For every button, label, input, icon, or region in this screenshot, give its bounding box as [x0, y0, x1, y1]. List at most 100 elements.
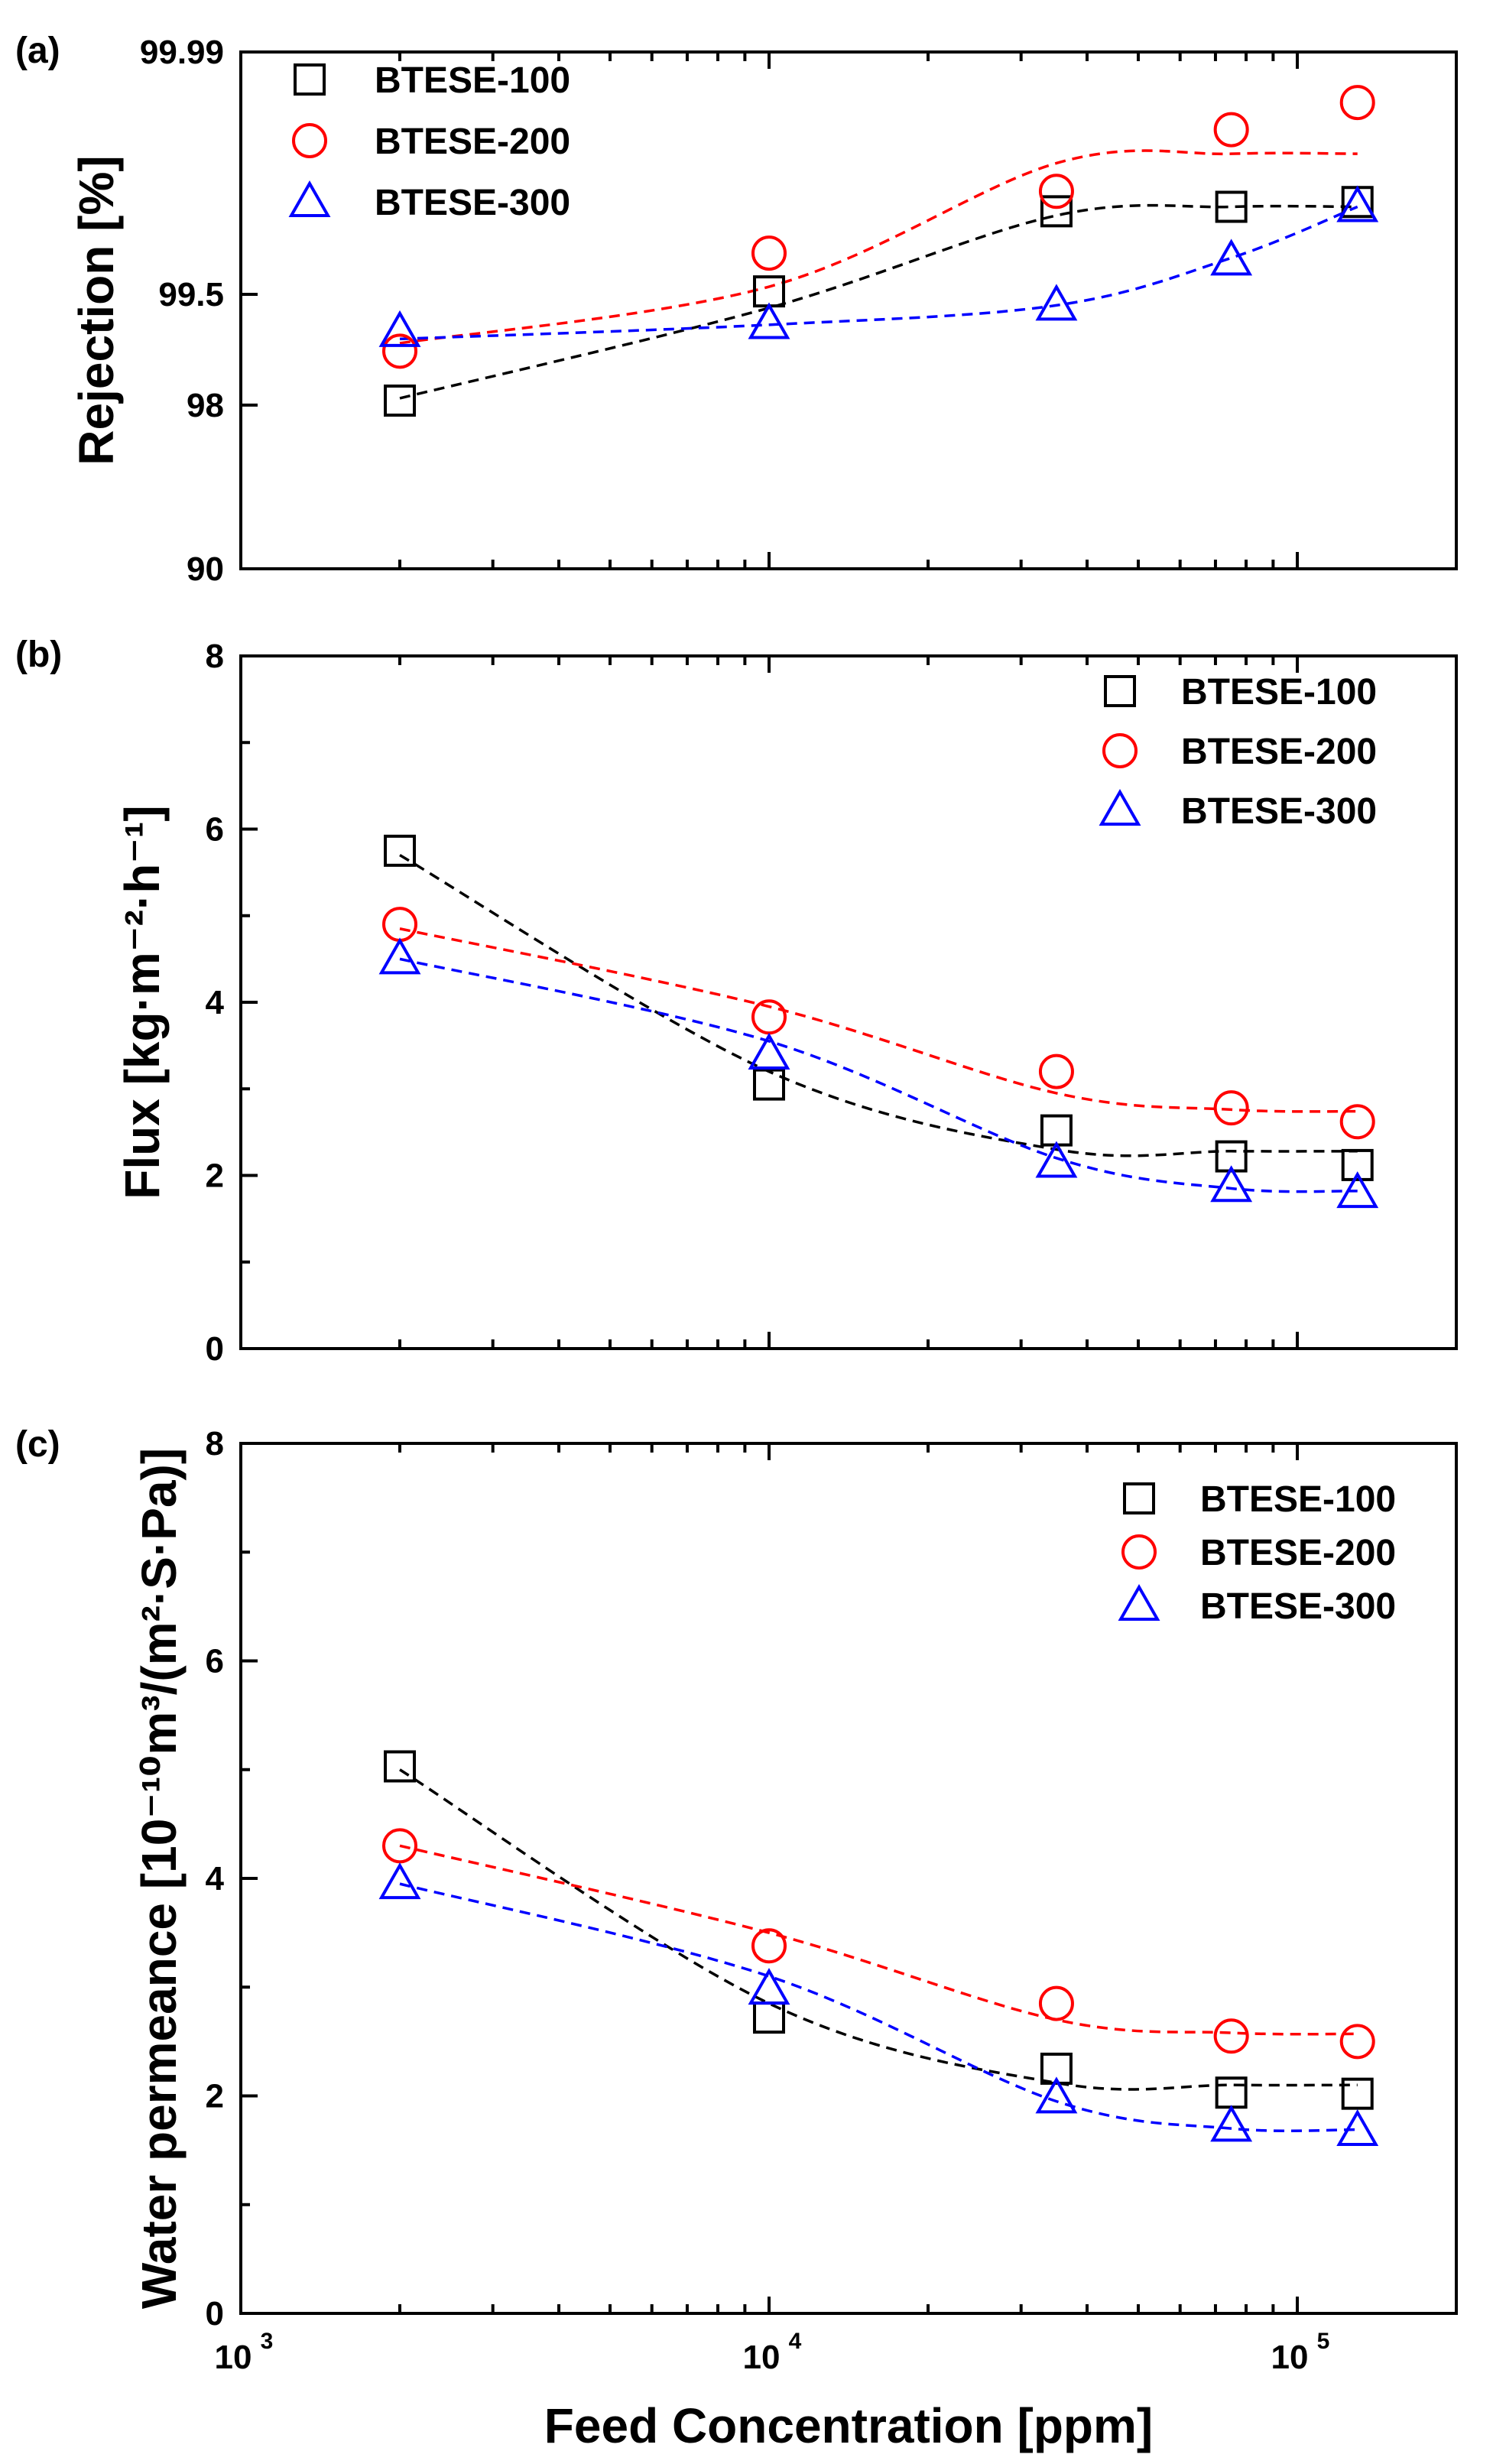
data-point-btese-300 — [1336, 2109, 1379, 2147]
fit-curve-btese-200 — [399, 927, 1358, 1113]
legend-marker-btese-100 — [294, 63, 326, 96]
panel-c-data-points — [378, 1750, 1379, 2147]
legend-label: BTESE-300 — [1181, 791, 1377, 832]
x-tick-exponent: 3 — [261, 2329, 274, 2354]
fit-curve-btese-100 — [399, 853, 1358, 1157]
data-point-btese-300 — [1035, 284, 1078, 321]
y-tick-label: 0 — [206, 2295, 224, 2333]
x-tick-exponent: 5 — [1317, 2329, 1330, 2354]
legend-marker-btese-300 — [1118, 1583, 1160, 1621]
panel-a-y-axis-title: Rejection [%] — [69, 155, 124, 465]
data-point-btese-300 — [748, 1968, 790, 2005]
data-point-btese-100 — [1040, 195, 1073, 228]
legend-marker-btese-300 — [1099, 788, 1141, 826]
data-point-btese-100 — [384, 1750, 417, 1783]
data-point-btese-200 — [1213, 1090, 1249, 1126]
data-point-btese-300 — [748, 302, 790, 339]
data-point-btese-200 — [382, 907, 418, 943]
data-point-btese-300 — [1210, 239, 1253, 276]
x-tick-label: 10 — [743, 2339, 781, 2376]
y-tick-label: 4 — [206, 1860, 225, 1898]
data-point-btese-200 — [1038, 174, 1074, 209]
data-point-btese-200 — [751, 235, 787, 271]
legend-marker-btese-200 — [1102, 733, 1138, 768]
data-point-btese-200 — [382, 333, 418, 369]
legend-marker-btese-100 — [1104, 675, 1136, 707]
panel-c-water-permeance: (c) Water permeance [10⁻¹⁰m³/(m²·S·Pa)] … — [15, 1424, 1458, 2453]
y-tick-label: 98 — [187, 387, 224, 424]
data-point-btese-100 — [1040, 2052, 1073, 2085]
y-tick-label: 2 — [206, 1157, 224, 1195]
data-point-btese-300 — [1336, 1171, 1379, 1209]
data-point-btese-300 — [1035, 1141, 1078, 1178]
data-point-btese-300 — [378, 310, 421, 347]
x-tick-label: 10 — [215, 2339, 252, 2376]
data-point-btese-300 — [378, 1862, 421, 1900]
data-point-btese-200 — [751, 1928, 787, 1964]
data-point-btese-200 — [1339, 1104, 1375, 1140]
y-tick-label: 90 — [187, 550, 224, 588]
x-tick-exponent: 4 — [789, 2329, 802, 2354]
panel-b-ticks: 0 2 4 6 8 — [206, 638, 1458, 1368]
data-point-btese-200 — [382, 1828, 418, 1864]
legend-label: BTESE-100 — [1181, 672, 1377, 713]
y-tick-label: 6 — [206, 1643, 224, 1680]
fit-curve-btese-200 — [399, 1844, 1358, 2036]
x-tick-label: 10 — [1271, 2339, 1309, 2376]
data-point-btese-100 — [1215, 190, 1248, 223]
legend-marker-btese-200 — [292, 123, 327, 158]
panel-a-data-points — [378, 85, 1379, 417]
y-tick-label: 2 — [206, 2078, 224, 2115]
legend-label: BTESE-200 — [1200, 1533, 1396, 1573]
panel-c-y-axis-title: Water permeance [10⁻¹⁰m³/(m²·S·Pa)] — [131, 1448, 187, 2309]
legend-marker-btese-200 — [1121, 1534, 1157, 1570]
legend-label: BTESE-200 — [1181, 732, 1377, 772]
panel-b-fit-curves — [399, 853, 1358, 1193]
data-point-btese-100 — [1215, 2076, 1248, 2109]
panel-c-frame — [239, 1442, 1458, 2315]
panel-a-rejection: (a) Rejection [%] 99.99 99.5 98 90 BTESE-10… — [15, 31, 1458, 588]
panel-c-x-axis-title: Feed Concentration [ppm] — [544, 2398, 1153, 2453]
data-point-btese-200 — [1213, 112, 1249, 148]
panel-b-label: (b) — [15, 635, 62, 675]
data-point-btese-100 — [752, 1068, 785, 1101]
y-tick-label: 8 — [206, 638, 224, 675]
data-point-btese-200 — [1038, 1053, 1074, 1089]
data-point-btese-100 — [384, 384, 417, 417]
legend-label: BTESE-200 — [375, 122, 570, 162]
data-point-btese-100 — [1341, 2077, 1374, 2110]
legend-label: BTESE-300 — [1200, 1586, 1396, 1627]
panel-c-fit-curves — [399, 1768, 1358, 2133]
data-point-btese-200 — [1213, 2018, 1249, 2054]
legend-label: BTESE-100 — [375, 60, 570, 101]
legend-label: BTESE-300 — [375, 183, 570, 223]
y-tick-label: 0 — [206, 1330, 224, 1368]
data-point-btese-200 — [1038, 1985, 1074, 2021]
data-point-btese-100 — [1040, 1114, 1073, 1147]
y-tick-label: 99.5 — [158, 276, 224, 313]
data-point-btese-300 — [1210, 2105, 1253, 2142]
panel-a-legend: BTESE-100 BTESE-200 BTESE-300 — [288, 60, 570, 223]
data-point-btese-100 — [384, 834, 417, 867]
data-point-btese-300 — [1035, 2076, 1078, 2114]
data-point-btese-100 — [1341, 1148, 1374, 1181]
data-point-btese-100 — [1341, 186, 1374, 219]
panel-a-fit-curves — [399, 149, 1358, 400]
legend-marker-btese-100 — [1123, 1482, 1155, 1514]
legend-label: BTESE-100 — [1200, 1479, 1396, 1520]
panel-a-label: (a) — [15, 31, 60, 71]
data-point-btese-100 — [752, 275, 785, 308]
panel-c-legend: BTESE-100 BTESE-200 BTESE-300 — [1118, 1479, 1396, 1627]
fit-curve-btese-300 — [399, 1882, 1358, 2133]
data-point-btese-300 — [378, 937, 421, 975]
y-tick-label: 4 — [206, 984, 225, 1021]
panel-a-frame — [239, 50, 1458, 570]
data-point-btese-300 — [748, 1032, 790, 1070]
panel-c-ticks: 0 2 4 6 8 10 3 10 4 10 5 — [206, 1425, 1458, 2376]
y-tick-label: 6 — [206, 811, 224, 849]
panel-b-data-points — [378, 834, 1379, 1209]
legend-marker-btese-300 — [288, 180, 331, 217]
fit-curve-btese-100 — [399, 203, 1358, 400]
